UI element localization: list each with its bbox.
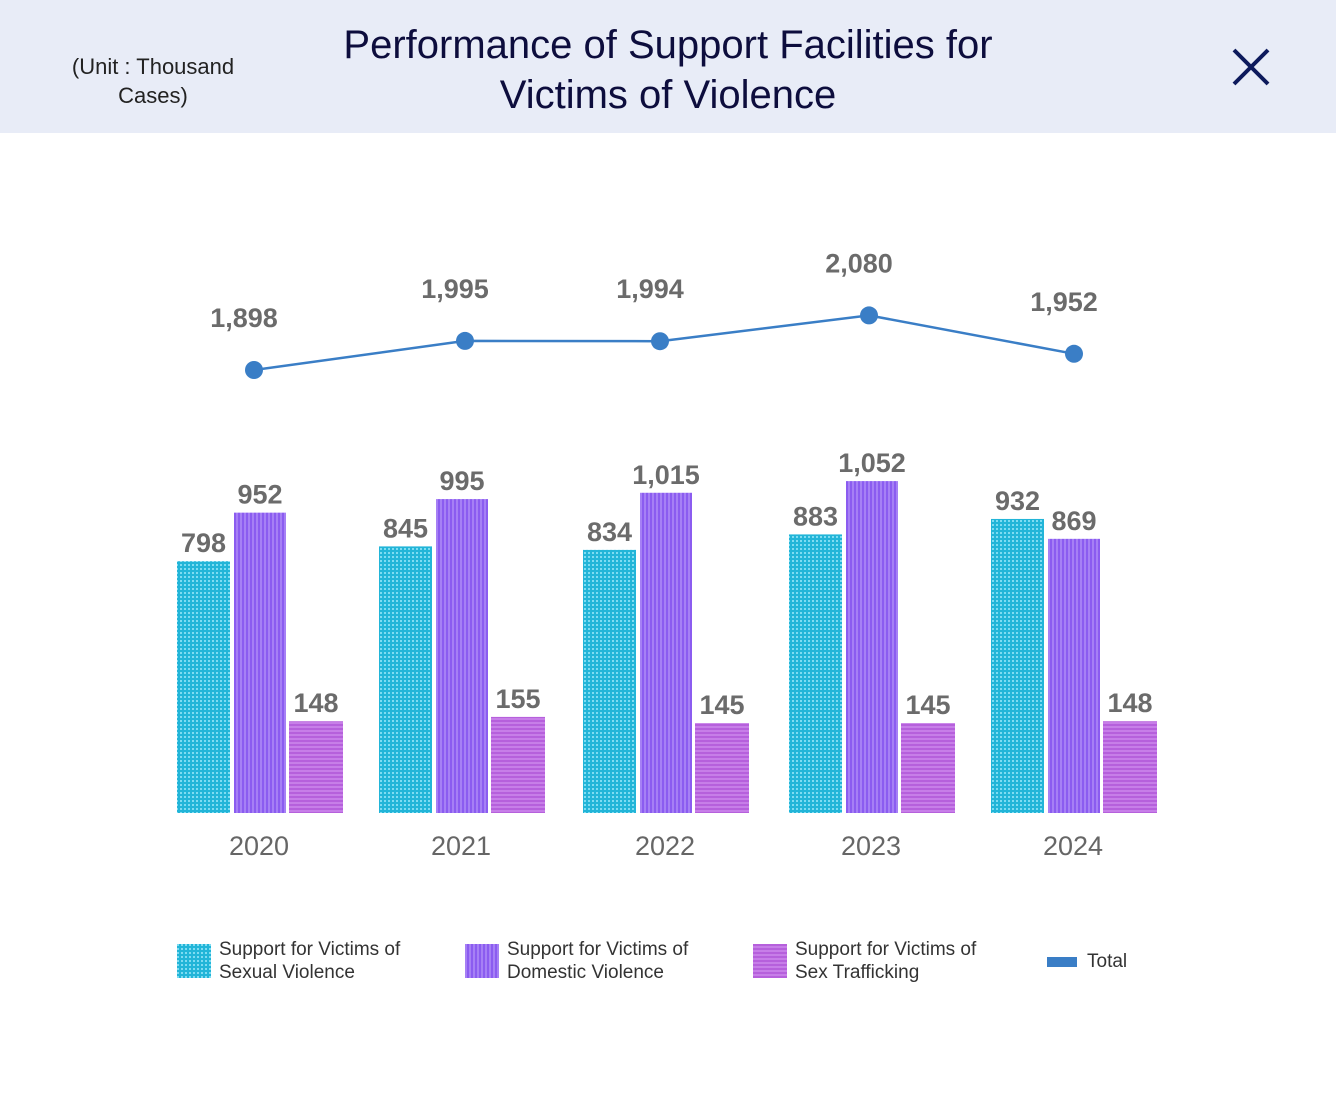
category-label: 2020: [229, 831, 289, 861]
bar-value-label: 148: [293, 688, 338, 718]
total-value-label: 2,080: [825, 248, 893, 278]
legend-item-domestic-violence: Support for Victims of Domestic Violence: [465, 938, 707, 984]
bar-value-label: 155: [495, 684, 540, 714]
bar-value-label: 1,015: [632, 460, 700, 490]
legend-item-sexual-violence: Support for Victims of Sexual Violence: [177, 938, 419, 984]
legend-item-sex-trafficking: Support for Victims of Sex Trafficking: [753, 938, 995, 984]
bar-2024-series-2: [1103, 721, 1157, 813]
bar-value-label: 148: [1107, 688, 1152, 718]
legend-label: Support for Victims of Domestic Violence: [507, 939, 689, 983]
bar-2021-series-0: [379, 546, 432, 813]
category-label: 2023: [841, 831, 901, 861]
page-title: Performance of Support Facilities for Vi…: [343, 23, 993, 117]
bar-2021-series-2: [491, 716, 545, 813]
legend-swatch: [1047, 956, 1077, 967]
bar-2023-series-0: [789, 534, 842, 813]
total-point-2021: [456, 331, 474, 350]
bar-value-label: 883: [793, 501, 838, 531]
bar-2020-series-2: [289, 721, 343, 813]
bar-2023-series-1: [846, 481, 898, 813]
total-point-2020: [245, 361, 263, 379]
legend-swatch: [465, 944, 499, 978]
bar-value-label: 798: [181, 528, 226, 558]
bar-value-label: 995: [439, 466, 484, 496]
total-point-2024: [1065, 344, 1083, 363]
category-label: 2021: [431, 831, 491, 861]
bar-2024-series-0: [991, 518, 1044, 813]
bar-2024-series-1: [1048, 538, 1100, 813]
bar-2022-series-0: [583, 549, 636, 813]
bar-2023-series-2: [901, 723, 955, 813]
bar-value-label: 145: [905, 690, 950, 720]
legend-label: Total: [1087, 951, 1128, 972]
bar-value-label: 845: [383, 513, 428, 543]
total-point-2022: [651, 332, 669, 351]
bar-value-label: 869: [1051, 506, 1096, 536]
total-value-label: 1,952: [1030, 287, 1098, 317]
category-label: 2022: [635, 831, 695, 861]
bar-value-label: 932: [995, 486, 1040, 516]
total-point-2023: [860, 306, 878, 325]
bar-2022-series-2: [695, 723, 749, 813]
total-value-label: 1,995: [421, 274, 489, 304]
bar-value-label: 834: [587, 517, 632, 547]
legend-swatch: [753, 944, 787, 978]
close-x-icon[interactable]: [1228, 44, 1274, 90]
legend-swatch: [177, 944, 211, 978]
bar-2022-series-1: [640, 492, 692, 813]
legend-label: Support for Victims of Sex Trafficking: [795, 939, 977, 983]
total-value-label: 1,898: [210, 303, 278, 333]
header: (Unit : Thousand Cases) Performance of S…: [0, 0, 1336, 133]
bar-2020-series-0: [177, 561, 230, 813]
bar-2021-series-1: [436, 499, 488, 813]
unit-label: (Unit : Thousand Cases): [71, 54, 235, 108]
legend-item-total: Total: [1047, 950, 1127, 973]
bar-value-label: 145: [699, 690, 744, 720]
legend-label: Support for Victims of Sexual Violence: [219, 939, 401, 983]
total-value-label: 1,994: [616, 274, 684, 304]
bar-value-label: 1,052: [838, 448, 906, 478]
bar-value-label: 952: [237, 480, 282, 510]
category-label: 2024: [1043, 831, 1103, 861]
bar-2020-series-1: [234, 512, 286, 813]
